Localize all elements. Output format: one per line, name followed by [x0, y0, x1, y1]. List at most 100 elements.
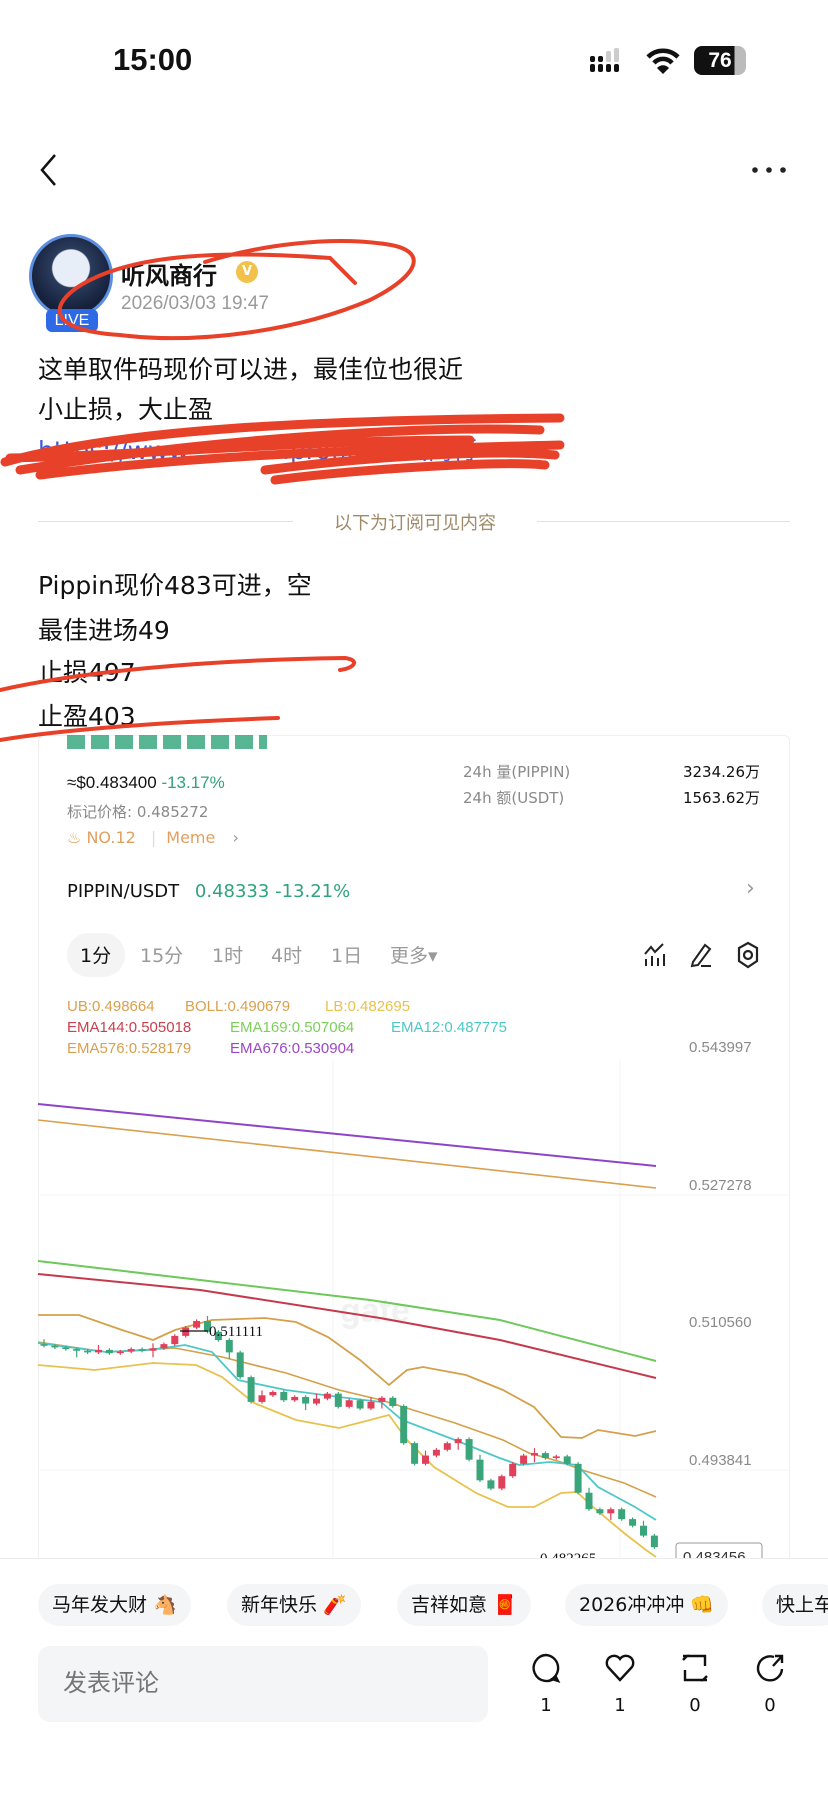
stat-value-amount: 1563.62万 — [682, 789, 760, 807]
candle-body — [411, 1443, 419, 1464]
wifi-icon — [646, 48, 680, 74]
candle-body — [313, 1398, 320, 1404]
candle-body — [498, 1476, 506, 1489]
ema576-line — [37, 1119, 657, 1189]
candle-body — [51, 1345, 59, 1348]
candle-body — [193, 1321, 201, 1328]
avatar[interactable] — [29, 234, 113, 318]
candle-body — [160, 1344, 168, 1349]
ind-boll: BOLL:0.490679 — [185, 998, 291, 1015]
candle-body — [127, 1349, 135, 1352]
rank-row[interactable]: ♨ NO.12 | Meme › — [67, 828, 239, 847]
stat-label-volume: 24h 量(PIPPIN) — [463, 763, 571, 781]
divider-right — [537, 521, 790, 522]
quick-reply-chip[interactable]: 吉祥如意 🧧 — [397, 1584, 531, 1626]
quick-reply-chip[interactable]: 马年发大财 🐴 — [38, 1584, 191, 1626]
live-badge: LIVE — [46, 309, 98, 332]
author-name[interactable]: 听风商行 — [121, 262, 217, 290]
candle-body — [378, 1397, 386, 1402]
candle-body — [596, 1509, 604, 1514]
candle-body — [149, 1348, 157, 1351]
candle-body — [389, 1397, 397, 1407]
tab-15m[interactable]: 15分 — [140, 945, 184, 967]
grid — [38, 1060, 790, 1560]
ema144-line — [37, 1273, 657, 1379]
usd-change: -13.17% — [161, 773, 225, 792]
repost-count: 0 — [689, 1695, 701, 1716]
candle-body — [422, 1455, 429, 1464]
candle-body — [400, 1406, 408, 1444]
ema676-line — [37, 1103, 657, 1167]
tab-4h[interactable]: 4时 — [271, 945, 303, 967]
like-count: 1 — [614, 1695, 626, 1716]
repost-icon[interactable] — [679, 1652, 711, 1684]
candle-body — [73, 1349, 81, 1351]
subscriber-divider-text: 以下为订阅可见内容 — [334, 513, 496, 534]
tab-1h[interactable]: 1时 — [212, 945, 244, 967]
ind-ema576: EMA576:0.528179 — [67, 1040, 192, 1057]
pair-price: 0.48333 — [194, 881, 270, 902]
tab-more[interactable]: 更多▾ — [390, 945, 438, 967]
chart-screenshot[interactable] — [38, 735, 790, 1565]
tab-active-bg — [67, 933, 125, 977]
candle-body — [138, 1349, 146, 1351]
candle-body — [258, 1395, 266, 1402]
post-link[interactable]: https://www.............profile/听风商行 — [38, 436, 478, 465]
pair-row[interactable]: PIPPIN/USDT 0.48333 -13.21% — [67, 881, 350, 902]
candle-body — [629, 1519, 637, 1526]
candle-body — [182, 1327, 190, 1336]
comment-icon[interactable] — [530, 1652, 562, 1684]
candlestick-chart[interactable]: gate 0.511111 0.482265 0.483456 — [0, 1060, 828, 1560]
candles — [40, 1316, 658, 1549]
comment-count: 1 — [540, 1695, 552, 1716]
settings-icon[interactable] — [736, 941, 760, 969]
candle-body — [62, 1347, 70, 1350]
battery-icon: 76 — [694, 46, 746, 75]
share-icon[interactable] — [754, 1652, 786, 1684]
candle-body — [443, 1443, 451, 1450]
indicator-icon[interactable] — [643, 942, 667, 968]
y-tick-2: 0.527278 — [689, 1177, 752, 1194]
signal-icon — [590, 48, 619, 72]
ind-ema12: EMA12:0.487775 — [391, 1019, 507, 1036]
candle-body — [345, 1400, 353, 1407]
ind-ema144: EMA144:0.505018 — [67, 1019, 192, 1036]
candle-body — [214, 1331, 222, 1341]
candle-body — [552, 1456, 560, 1459]
mark-price: 标记价格: 0.485272 — [67, 803, 209, 821]
pair-chevron-icon[interactable]: › — [746, 876, 755, 901]
ind-ema676: EMA676:0.530904 — [230, 1040, 355, 1057]
usd-price: ≈$0.483400 — [67, 773, 157, 792]
candle-body — [356, 1400, 364, 1409]
divider-left — [38, 521, 293, 522]
boll-upper-line — [38, 1314, 657, 1439]
candle-body — [247, 1377, 255, 1402]
candle-body — [454, 1439, 462, 1444]
last-price-box — [675, 1542, 763, 1560]
more-dots-icon[interactable] — [750, 165, 790, 175]
draw-pencil-icon[interactable] — [689, 942, 713, 968]
subscriber-line-3: 止损497 — [38, 658, 136, 687]
candle-body — [225, 1340, 233, 1353]
candle-body — [541, 1453, 549, 1459]
candle-body — [323, 1393, 331, 1399]
ind-ub: UB:0.498664 — [67, 998, 155, 1015]
status-time: 15:00 — [113, 42, 193, 77]
quick-reply-chip[interactable]: 快上车 — [762, 1584, 828, 1626]
rank: NO.12 — [86, 828, 136, 847]
pair-change: -13.21% — [275, 881, 351, 902]
stat-label-amount: 24h 额(USDT) — [463, 789, 565, 807]
chevron-left-icon[interactable] — [38, 152, 60, 188]
tab-1m[interactable]: 1分 — [80, 945, 112, 967]
candle-body — [585, 1492, 593, 1510]
candle-body — [640, 1525, 647, 1536]
candle-body — [509, 1463, 517, 1477]
comment-input[interactable] — [38, 1646, 488, 1722]
quick-reply-chip[interactable]: 新年快乐 🧨 — [227, 1584, 361, 1626]
tab-1d[interactable]: 1日 — [331, 945, 363, 967]
ind-ema169: EMA169:0.507064 — [230, 1019, 355, 1036]
heart-icon[interactable] — [604, 1652, 636, 1684]
quick-reply-chip[interactable]: 2026冲冲冲 👊 — [565, 1584, 729, 1626]
candle-body — [476, 1459, 484, 1481]
y-tick-1: 0.543997 — [689, 1039, 752, 1056]
